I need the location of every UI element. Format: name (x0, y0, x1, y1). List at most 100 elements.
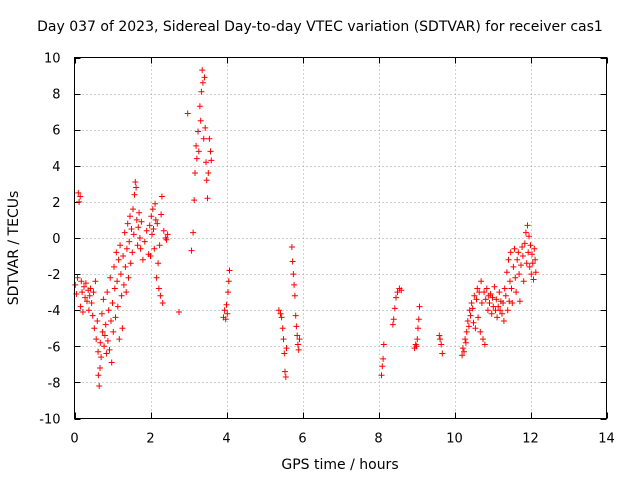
data-point (195, 128, 201, 135)
data-point (126, 238, 133, 245)
data-point (193, 155, 200, 162)
plot-border (74, 57, 607, 419)
x-tick-label: 10 (446, 432, 463, 447)
data-point (87, 285, 94, 292)
data-point (109, 300, 116, 306)
data-point (72, 281, 79, 288)
x-tick-label: 4 (222, 432, 230, 447)
data-point (275, 307, 282, 314)
data-point (225, 289, 231, 296)
data-point (279, 325, 286, 332)
data-point (197, 117, 204, 124)
data-point (110, 328, 117, 335)
data-point (464, 318, 471, 324)
data-point (91, 325, 98, 332)
data-point (114, 278, 121, 285)
data-point (85, 307, 92, 314)
data-point (488, 310, 495, 317)
data-point (390, 316, 397, 323)
data-point (436, 332, 443, 339)
data-point (75, 189, 82, 196)
data-point (153, 274, 160, 281)
data-point (208, 157, 215, 164)
data-point (98, 354, 105, 361)
data-point (203, 159, 209, 166)
data-point (106, 346, 113, 353)
data-point (484, 307, 491, 314)
data-point (123, 245, 130, 252)
data-point (532, 256, 539, 263)
data-point (207, 148, 214, 155)
data-point (113, 249, 120, 256)
data-point (292, 312, 299, 319)
data-point (84, 298, 90, 305)
data-point (277, 310, 284, 317)
data-point (92, 278, 99, 285)
data-point (391, 305, 398, 312)
data-point (520, 278, 527, 285)
data-point (495, 303, 502, 310)
data-point (474, 285, 481, 292)
data-point (82, 294, 89, 301)
data-point (190, 229, 197, 236)
data-point (226, 267, 233, 274)
data-point (111, 285, 118, 292)
data-point (86, 292, 93, 299)
data-point (148, 213, 155, 220)
data-point (104, 337, 111, 344)
data-point (478, 278, 485, 285)
data-point (527, 242, 534, 249)
data-point (82, 280, 89, 287)
data-point (118, 292, 125, 299)
data-point (95, 348, 102, 355)
data-point (467, 312, 474, 319)
data-point (76, 198, 83, 205)
data-point (296, 336, 303, 343)
data-point (120, 253, 127, 259)
data-point (138, 218, 145, 225)
data-points (72, 67, 539, 389)
data-point (95, 372, 102, 379)
data-point (507, 278, 513, 285)
y-tick-label: 6 (52, 124, 60, 139)
data-point (393, 294, 399, 301)
data-point (154, 220, 161, 227)
data-point (501, 285, 508, 292)
data-point (155, 260, 162, 267)
data-point (222, 316, 229, 323)
data-point (108, 318, 114, 324)
data-point (134, 242, 141, 249)
data-point (159, 300, 166, 306)
data-point (112, 314, 119, 321)
data-point (94, 318, 101, 324)
data-point (149, 206, 156, 213)
data-point (130, 231, 137, 238)
data-point (503, 269, 510, 276)
data-point (482, 296, 489, 303)
data-point (462, 336, 469, 343)
data-point (147, 253, 154, 259)
data-point (203, 177, 210, 184)
data-point (471, 292, 478, 299)
y-tick-label: 4 (52, 160, 60, 175)
data-point (504, 307, 511, 314)
x-tick-label: 8 (374, 432, 382, 447)
data-point (497, 307, 504, 314)
data-point (283, 345, 290, 352)
data-point (463, 328, 470, 335)
data-point (282, 368, 288, 375)
data-point (414, 336, 421, 343)
data-point (294, 341, 301, 348)
data-point (191, 197, 198, 204)
data-point (108, 359, 115, 366)
data-point (77, 303, 84, 310)
data-point (525, 249, 532, 256)
data-point (291, 281, 298, 288)
data-point (500, 300, 507, 306)
data-point (204, 195, 211, 202)
data-point (133, 184, 140, 191)
data-point (473, 296, 480, 303)
data-point (459, 345, 466, 352)
data-point (531, 245, 538, 252)
data-point (149, 231, 155, 238)
